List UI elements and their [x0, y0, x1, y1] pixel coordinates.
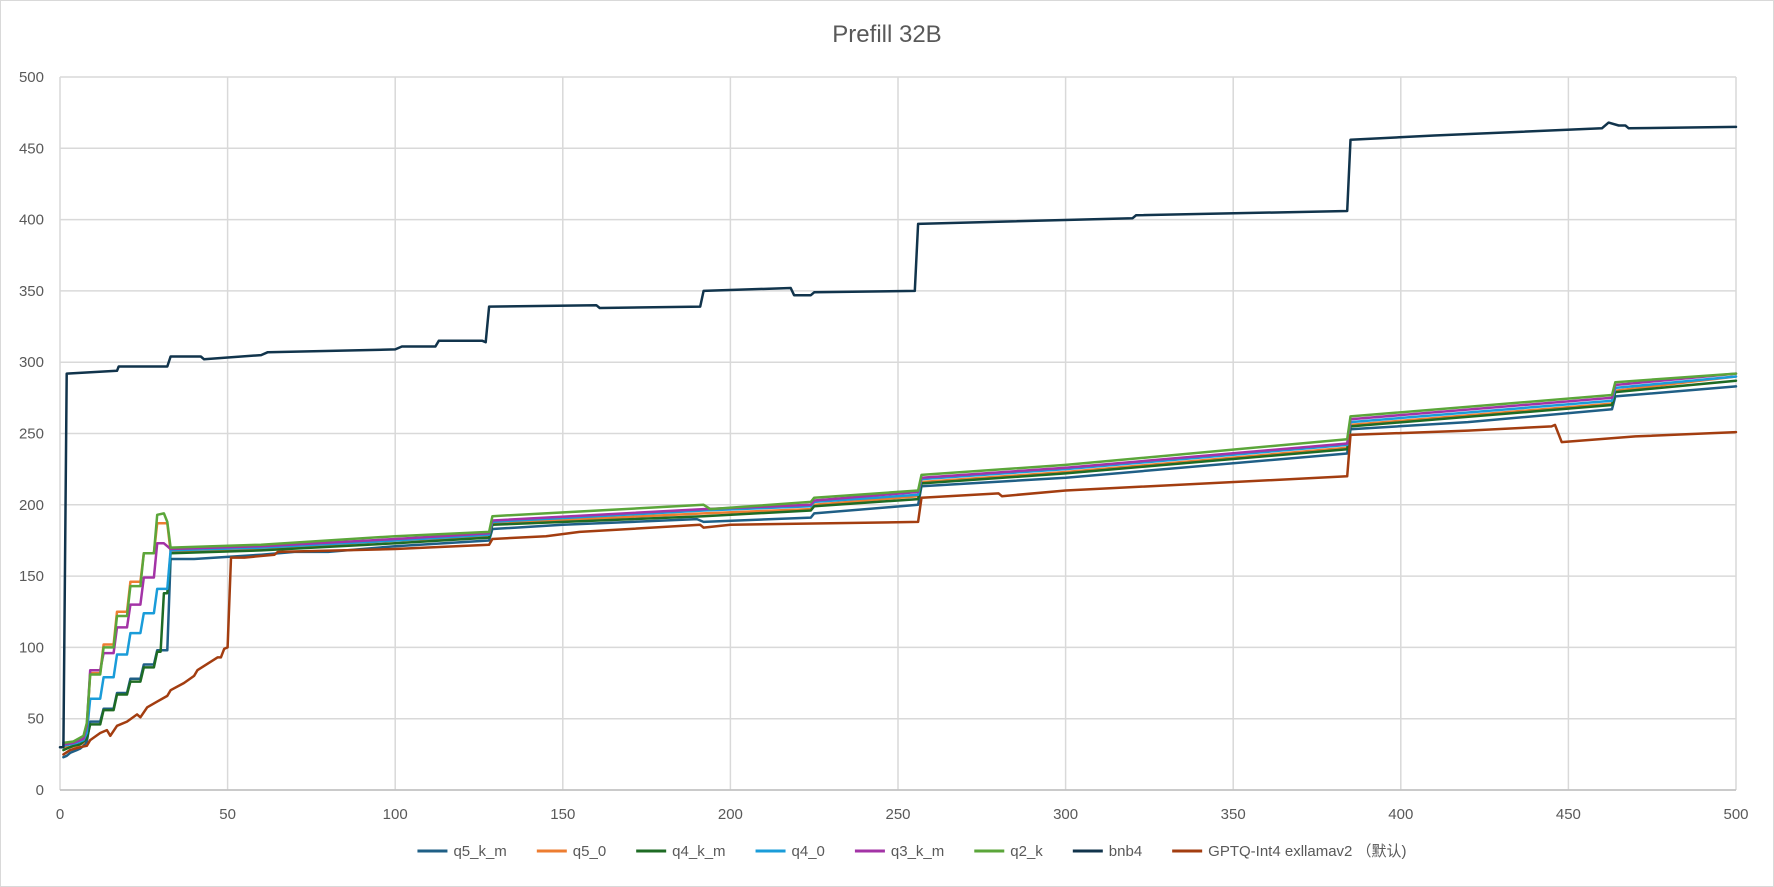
y-tick-label: 250 [19, 426, 44, 443]
legend: q5_k_m q5_0 q4_k_m q4_0 q3_k_m q2_k bnb4 GPTQ-I… [417, 843, 1407, 860]
x-tick-label: 450 [1556, 806, 1581, 823]
y-tick-label: 450 [19, 140, 44, 157]
legend-label: q4_0 [792, 843, 825, 860]
series-lines [58, 121, 1738, 759]
y-tick-label: 400 [19, 212, 44, 229]
legend-item: q4_0 [755, 843, 825, 860]
series-line-bnb4 [58, 121, 1738, 749]
x-tick-label: 400 [1388, 806, 1413, 823]
legend-item: GPTQ-Int4 exllamav2 （默认) [1172, 843, 1407, 860]
legend-label: q3_k_m [891, 843, 944, 860]
x-tick-label: 150 [550, 806, 575, 823]
x-tick-label: 250 [885, 806, 910, 823]
legend-item: bnb4 [1072, 843, 1142, 860]
legend-label: q2_k [1010, 843, 1043, 860]
y-tick-label: 150 [19, 568, 44, 585]
y-tick-label: 500 [19, 69, 44, 86]
y-tick-label: 350 [19, 283, 44, 300]
legend-item: q2_k [974, 843, 1043, 860]
chart-title: Prefill 32B [832, 21, 941, 48]
legend-item: q4_k_m [636, 843, 726, 860]
series-line-q2_k [62, 372, 1738, 745]
y-tick-label: 0 [36, 782, 44, 799]
series-line-q5_k_m [62, 385, 1738, 759]
series-line-q4_0 [62, 375, 1738, 748]
x-tick-label: 100 [383, 806, 408, 823]
legend-label: GPTQ-Int4 exllamav2 （默认) [1208, 843, 1406, 860]
x-tick-label: 300 [1053, 806, 1078, 823]
legend-item: q5_k_m [417, 843, 507, 860]
legend-label: q5_0 [573, 843, 606, 860]
series-line-q5_0 [62, 375, 1738, 749]
grid-lines [59, 76, 1737, 791]
legend-item: q5_0 [536, 843, 606, 860]
y-tick-label: 50 [27, 711, 44, 728]
legend-label: q4_k_m [672, 843, 725, 860]
series-line-gptq-int4 [62, 423, 1738, 756]
legend-item: q3_k_m [854, 843, 944, 860]
y-tick-label: 300 [19, 354, 44, 371]
legend-label: bnb4 [1109, 843, 1142, 860]
axes: 0 50 100 150 200 250 300 350 400 450 500 0 50 100 150 2… [19, 69, 1749, 823]
legend-label: q5_k_m [453, 843, 506, 860]
y-tick-label: 200 [19, 497, 44, 514]
x-tick-label: 350 [1221, 806, 1246, 823]
x-tick-label: 500 [1723, 806, 1748, 823]
x-tick-label: 50 [219, 806, 236, 823]
series-line-q4_k_m [62, 379, 1738, 752]
y-tick-label: 100 [19, 639, 44, 656]
x-tick-label: 0 [56, 806, 64, 823]
x-tick-label: 200 [718, 806, 743, 823]
